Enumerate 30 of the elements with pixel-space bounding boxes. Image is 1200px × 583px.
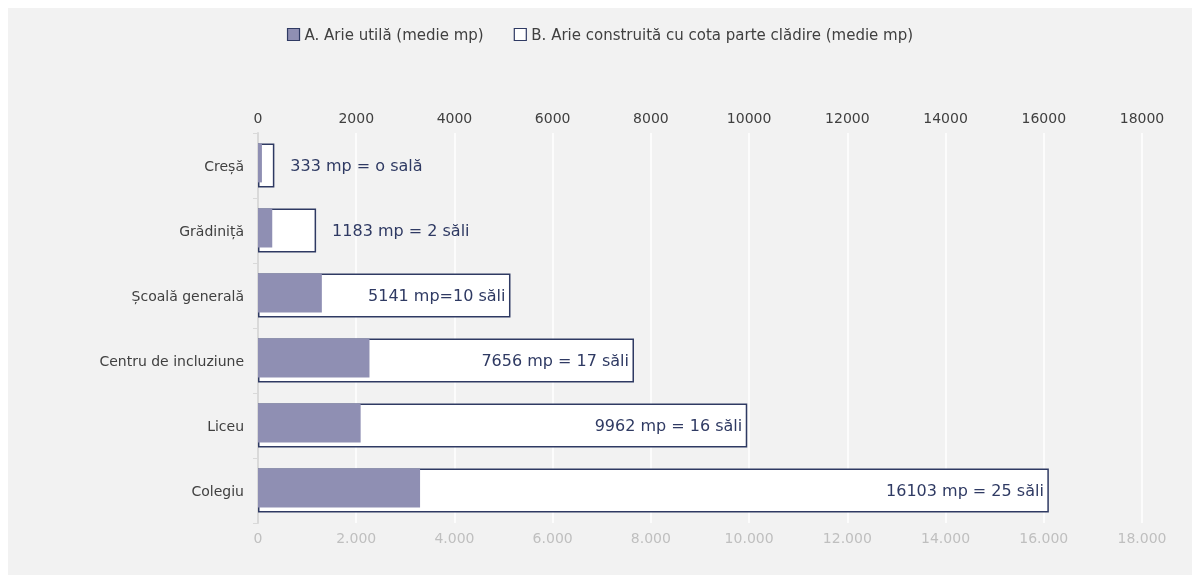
data-label: 5141 mp=10 săli bbox=[368, 286, 506, 305]
y-tick-label: Școală generală bbox=[131, 287, 244, 305]
x2-tick-label: 0 bbox=[253, 110, 263, 126]
data-label: 16103 mp = 25 săli bbox=[886, 481, 1044, 500]
y-tick-label: Grădiniță bbox=[179, 222, 244, 240]
bar bbox=[258, 273, 322, 313]
x2-tick-label: 10000 bbox=[726, 110, 772, 126]
bar bbox=[258, 208, 273, 248]
x2-tick-label: 16000 bbox=[1021, 110, 1067, 126]
y-tick-label: Colegiu bbox=[191, 482, 244, 499]
y-tick-label: Centru de incluziune bbox=[99, 352, 244, 369]
legend-label: A. Arie utilă (medie mp) bbox=[304, 25, 484, 44]
bar bbox=[258, 468, 421, 508]
legend-label: B. Arie construită cu cota parte clădire (medie mp) bbox=[531, 25, 914, 44]
data-label: 333 mp = o sală bbox=[290, 156, 423, 175]
x2-tick-label: 2000 bbox=[338, 110, 375, 126]
x2-tick-label: 18000 bbox=[1119, 110, 1165, 126]
y-tick-label: Creșă bbox=[204, 157, 244, 175]
data-label: 7656 mp = 17 săli bbox=[481, 351, 629, 370]
x2-tick-label: 8000 bbox=[633, 110, 669, 126]
data-label: 1183 mp = 2 săli bbox=[332, 221, 470, 240]
data-label: 9962 mp = 16 săli bbox=[594, 416, 743, 435]
bar bbox=[258, 143, 262, 183]
x2-tick-label: 4000 bbox=[436, 110, 473, 126]
x2-tick-label: 6000 bbox=[534, 110, 571, 126]
x2-tick-label: 12000 bbox=[825, 110, 870, 126]
bar bbox=[258, 338, 370, 378]
y-tick-label: Liceu bbox=[207, 417, 244, 434]
bar bbox=[258, 403, 361, 443]
x2-tick-label: 14000 bbox=[923, 110, 968, 126]
